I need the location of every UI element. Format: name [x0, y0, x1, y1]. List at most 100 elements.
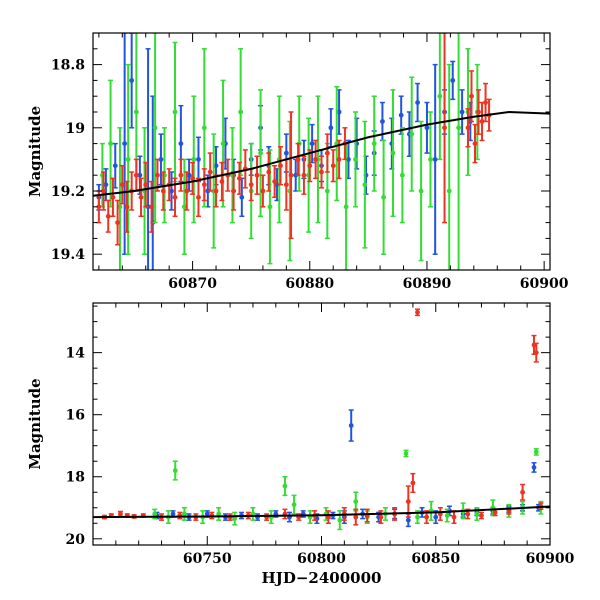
marker [278, 163, 283, 169]
data-point [478, 511, 484, 520]
marker [112, 163, 118, 169]
data-point [172, 41, 178, 183]
x-axis-label: HJD−2400000 [262, 569, 382, 587]
marker [405, 499, 411, 504]
data-point [143, 161, 149, 208]
axes-frame [92, 302, 551, 546]
data-point [295, 142, 301, 176]
marker [152, 125, 158, 131]
marker [446, 188, 452, 194]
plot-area [93, 33, 550, 270]
marker [204, 511, 210, 517]
marker [248, 182, 254, 188]
data-point [138, 177, 144, 218]
marker [184, 188, 190, 194]
axes-frame [92, 32, 551, 271]
marker [353, 499, 359, 504]
data-point [301, 155, 307, 195]
marker [330, 163, 336, 169]
marker [119, 182, 125, 188]
marker [138, 194, 144, 200]
marker [319, 169, 324, 175]
marker [472, 141, 478, 147]
x-tick-label: 60880 [285, 276, 334, 292]
data-point [288, 111, 294, 240]
data-point [476, 89, 482, 135]
marker [432, 157, 438, 162]
data-point [152, 508, 158, 520]
marker [133, 172, 139, 178]
data-point [158, 133, 164, 186]
x-tick-label: 60900 [520, 276, 569, 292]
marker [283, 150, 289, 156]
data-point [399, 127, 405, 224]
marker [182, 511, 187, 517]
data-point [520, 483, 526, 501]
marker [531, 465, 537, 470]
x-tick-label: 60750 [183, 551, 232, 567]
data-point [236, 161, 242, 195]
marker [337, 517, 343, 523]
y-axis-label: Magnitude [26, 378, 44, 469]
data-point [456, 33, 461, 270]
marker [170, 511, 176, 517]
data-point [125, 63, 131, 255]
marker [267, 204, 273, 210]
data-point [352, 111, 358, 208]
marker [465, 125, 471, 131]
marker [520, 489, 525, 495]
marker [474, 511, 480, 517]
data-point [195, 136, 201, 183]
data-point [266, 152, 272, 192]
data-point [191, 95, 197, 224]
data-point [239, 177, 245, 218]
marker [301, 172, 307, 178]
data-point [323, 507, 329, 521]
marker [424, 125, 430, 131]
marker [533, 449, 539, 455]
marker [282, 483, 288, 489]
marker [216, 511, 222, 517]
marker [479, 119, 485, 124]
marker [125, 157, 131, 162]
data-point [468, 70, 474, 123]
marker [118, 511, 123, 517]
data-point [117, 510, 123, 518]
marker [398, 112, 404, 118]
marker [201, 125, 207, 131]
marker [295, 157, 301, 162]
marker [232, 516, 238, 522]
marker [186, 172, 192, 178]
data-point [248, 168, 254, 202]
marker [343, 204, 349, 210]
marker [115, 220, 121, 226]
marker [533, 350, 539, 356]
data-point [260, 174, 266, 208]
data-point [115, 199, 121, 246]
marker [483, 100, 488, 105]
data-point [254, 155, 260, 195]
y-tick-label: 19.4 [51, 247, 85, 263]
marker [272, 179, 278, 184]
y-tick-label: 14 [66, 346, 86, 362]
data-point [307, 510, 313, 525]
data-point [432, 63, 438, 255]
data-point [129, 33, 135, 129]
data-point [220, 79, 226, 208]
x-tick-label: 60890 [403, 276, 452, 292]
data-point [418, 120, 424, 262]
marker [479, 513, 484, 518]
data-point [207, 152, 213, 192]
marker [143, 182, 149, 188]
marker [451, 514, 457, 520]
marker [254, 172, 260, 178]
data-point [268, 510, 274, 525]
data-point [409, 76, 415, 192]
data-point [348, 409, 354, 442]
marker [133, 109, 139, 115]
data-point [371, 95, 377, 192]
marker [309, 141, 315, 147]
data-point [328, 108, 334, 148]
data-point [424, 101, 430, 154]
data-point [172, 460, 178, 481]
